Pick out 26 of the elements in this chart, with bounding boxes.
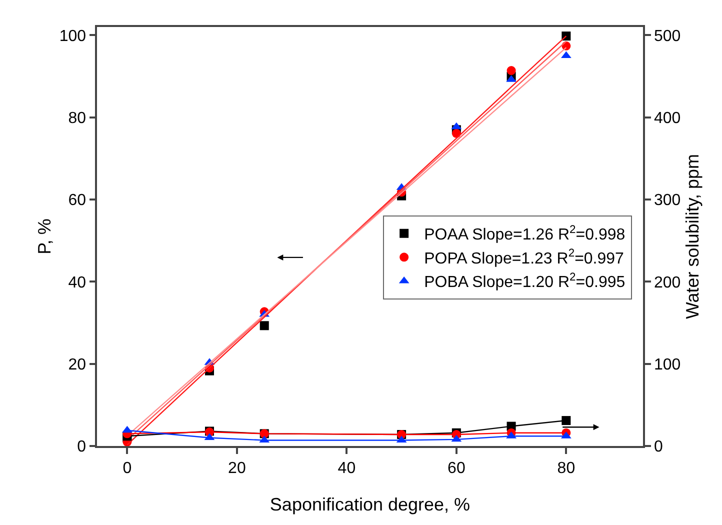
y2-axis-title: Water solubility, ppm [682, 154, 703, 320]
y2-tick-label: 200 [654, 274, 681, 292]
legend-label: POPA Slope=1.23 R$^{2}$=0.997 [424, 248, 624, 268]
y-axis-title: P, % [34, 218, 54, 254]
x-tick-label: 60 [448, 460, 466, 477]
point [260, 321, 269, 330]
y-tick-label: 0 [77, 438, 86, 456]
y2-tick-label: 500 [654, 28, 681, 45]
y-tick-label: 100 [59, 28, 86, 45]
y-tick-label: 40 [68, 274, 86, 292]
y2-tick-label: 300 [654, 192, 681, 210]
y-tick-label: 80 [68, 110, 86, 127]
y2-tick-label: 0 [654, 438, 663, 456]
y2-tick-label: 100 [654, 356, 681, 374]
x-tick-label: 0 [122, 460, 132, 477]
y-tick-label: 60 [68, 192, 86, 210]
point [506, 66, 516, 76]
y-tick-label: 20 [68, 356, 86, 374]
x-tick-label: 20 [228, 460, 246, 477]
y2-tick-label: 400 [654, 110, 681, 127]
legend-label: POBA Slope=1.20 R$^{2}$=0.995 [424, 271, 626, 292]
point [562, 32, 571, 41]
x-tick-label: 40 [338, 460, 356, 477]
x-axis-title: Saponification degree, % [270, 494, 470, 514]
x-tick-label: 80 [557, 460, 576, 477]
legend-label: POAA Slope=1.26 R$^{2}$=0.998 [424, 224, 626, 244]
